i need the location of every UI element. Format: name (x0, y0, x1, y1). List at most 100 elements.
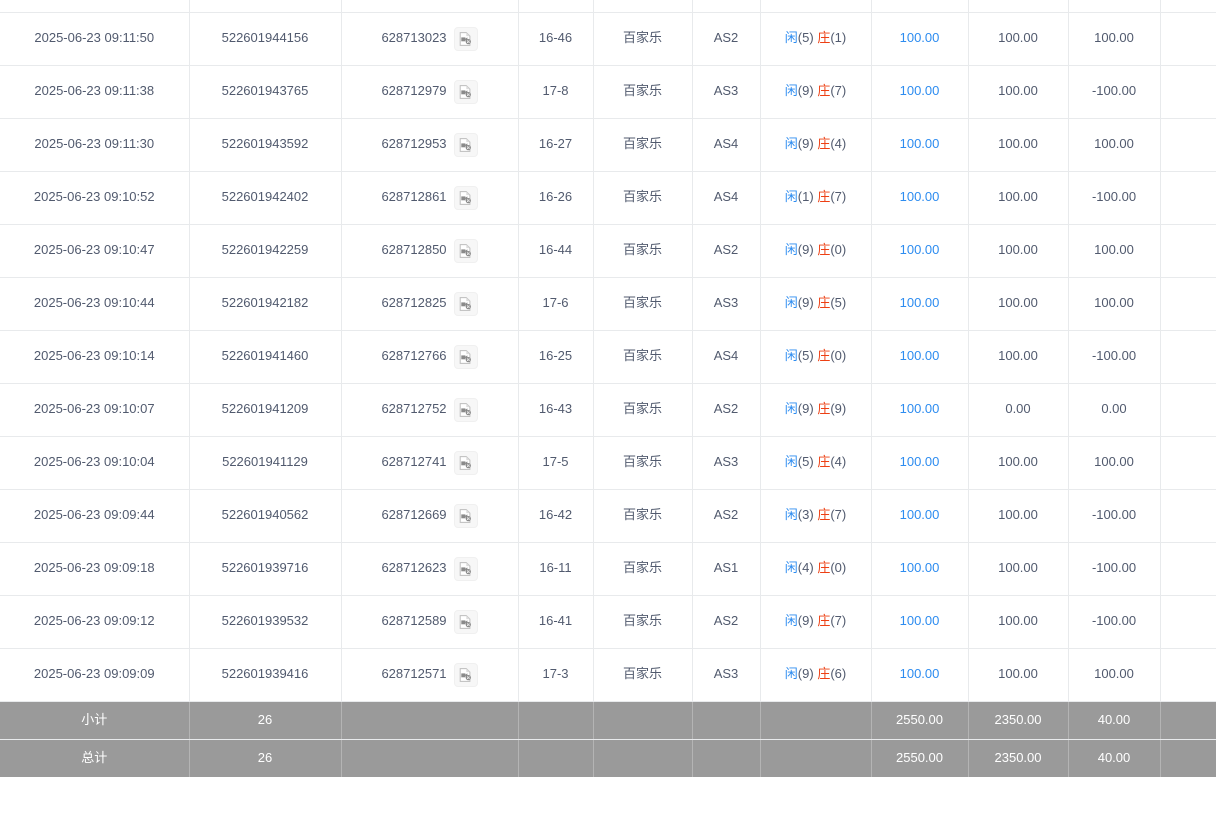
bet-amount-link[interactable]: 100.00 (899, 401, 940, 417)
banker-result: 庄(1) (817, 30, 846, 45)
order-no-cell: 522601943765 (189, 65, 342, 119)
bet-amount-link[interactable]: 100.00 (899, 348, 940, 364)
bet-records-body: 2025-06-23 09:11:52522601944222628713033… (0, 0, 1216, 777)
bet-amount-link[interactable]: 100.00 (899, 189, 940, 205)
banker-label: 庄 (817, 560, 831, 576)
banker-points: (5) (830, 295, 847, 311)
bet-amount-link[interactable]: 100.00 (899, 666, 940, 682)
valid-amount-cell: 100.00 (968, 171, 1069, 225)
desk-code-cell: AS3 (692, 277, 761, 331)
banker-label: 庄 (817, 30, 831, 46)
bet-time-cell: 2025-06-23 09:11:50 (0, 12, 190, 66)
round-no-cell: 628712741 (341, 436, 519, 490)
bet-amount-link[interactable]: 100.00 (899, 507, 940, 523)
game-result-cell: 闲(9) 庄(9) (760, 383, 872, 437)
summary-table-cell (518, 701, 594, 740)
valid-amount-cell: 100.00 (968, 489, 1069, 543)
video-replay-icon[interactable] (453, 609, 478, 634)
bet-amount-link[interactable]: 100.00 (899, 560, 940, 576)
bet-time-cell: 2025-06-23 09:10:04 (0, 436, 190, 490)
summary-round-cell (341, 739, 519, 777)
banker-label: 庄 (817, 401, 831, 417)
order-no-cell: 522601942259 (189, 224, 342, 278)
bet-time-cell: 2025-06-23 09:09:09 (0, 648, 190, 702)
player-result: 闲(9) (785, 401, 814, 416)
order-no-cell: 522601941209 (189, 383, 342, 437)
game-name-cell: 百家乐 (593, 277, 693, 331)
round-no-cell: 628712861 (341, 171, 519, 225)
player-result: 闲(4) (785, 560, 814, 575)
bet-amount-link[interactable]: 100.00 (899, 454, 940, 470)
summary-result-cell (760, 701, 872, 740)
bet-amount-cell: 100.00 (871, 648, 969, 702)
order-no-cell: 522601940562 (189, 489, 342, 543)
player-points: (5) (797, 454, 814, 470)
video-replay-icon[interactable] (453, 662, 478, 687)
banker-result: 庄(7) (817, 613, 846, 628)
player-label: 闲 (784, 295, 798, 311)
valid-amount-cell: 100.00 (968, 118, 1069, 172)
video-replay-icon[interactable] (453, 291, 478, 316)
valid-amount-cell: 100.00 (968, 542, 1069, 596)
player-points: (3) (797, 507, 814, 523)
row-extra-cell (1160, 330, 1216, 384)
video-replay-icon[interactable] (453, 556, 478, 581)
video-replay-icon[interactable] (453, 397, 478, 422)
desk-code-cell: AS2 (692, 12, 761, 66)
table-shoe-cell: 16-26 (518, 171, 594, 225)
player-result: 闲(9) (785, 136, 814, 151)
game-result-cell: 闲(5) 庄(0) (760, 330, 872, 384)
player-result: 闲(9) (785, 666, 814, 681)
game-result-cell: 闲(3) 庄(7) (760, 489, 872, 543)
summary-payout-cell: 40.00 (1068, 739, 1161, 777)
player-points: (5) (797, 30, 814, 46)
game-name-cell: 百家乐 (593, 171, 693, 225)
bet-amount-link[interactable]: 100.00 (899, 295, 940, 311)
video-replay-icon[interactable] (453, 26, 478, 51)
bet-time-cell: 2025-06-23 09:10:47 (0, 224, 190, 278)
video-replay-icon[interactable] (453, 132, 478, 157)
video-replay-icon[interactable] (453, 79, 478, 104)
player-label: 闲 (784, 401, 798, 417)
video-replay-icon[interactable] (453, 503, 478, 528)
bet-amount-link[interactable]: 100.00 (899, 136, 940, 152)
video-replay-icon[interactable] (453, 344, 478, 369)
round-no-cell: 628712953 (341, 118, 519, 172)
row-extra-cell (1160, 383, 1216, 437)
table-row: 2025-06-23 09:11:30 522601943592 628712953… (0, 118, 1216, 172)
desk-code-cell: AS3 (692, 648, 761, 702)
bet-time-cell: 2025-06-23 09:11:38 (0, 65, 190, 119)
video-replay-icon[interactable] (453, 450, 478, 475)
banker-result: 庄(9) (817, 401, 846, 416)
game-result-cell: 闲(4) 庄(0) (760, 542, 872, 596)
payout-amount-cell: 100.00 (1068, 12, 1161, 66)
row-extra-cell (1160, 542, 1216, 596)
player-label: 闲 (784, 136, 798, 152)
game-name-cell: 百家乐 (593, 542, 693, 596)
bet-amount-cell: 100.00 (871, 595, 969, 649)
round-no-cell: 628713023 (341, 12, 519, 66)
video-replay-icon[interactable] (453, 238, 478, 263)
banker-label: 庄 (817, 295, 831, 311)
game-result-cell: 闲(9) 庄(0) (760, 224, 872, 278)
banker-points: (9) (830, 401, 847, 417)
round-no-label: 628712623 (381, 560, 447, 576)
bet-amount-link[interactable]: 100.00 (899, 30, 940, 46)
valid-amount-cell: 100.00 (968, 648, 1069, 702)
round-no-label: 628712589 (381, 613, 447, 629)
bet-time-cell: 2025-06-23 09:09:44 (0, 489, 190, 543)
video-replay-icon[interactable] (453, 185, 478, 210)
table-row: 2025-06-23 09:09:12 522601939532 628712589… (0, 595, 1216, 649)
banker-label: 庄 (817, 136, 831, 152)
round-no-cell: 628713033 (341, 0, 519, 13)
player-result: 闲(9) (785, 295, 814, 310)
player-label: 闲 (784, 30, 798, 46)
bet-time-cell: 2025-06-23 09:10:44 (0, 277, 190, 331)
row-extra-cell (1160, 224, 1216, 278)
summary-bet-cell: 2550.00 (871, 701, 969, 740)
bet-amount-link[interactable]: 100.00 (899, 83, 940, 99)
bet-amount-link[interactable]: 100.00 (899, 242, 940, 258)
bet-amount-cell: 100.00 (871, 171, 969, 225)
bet-amount-link[interactable]: 100.00 (899, 613, 940, 629)
